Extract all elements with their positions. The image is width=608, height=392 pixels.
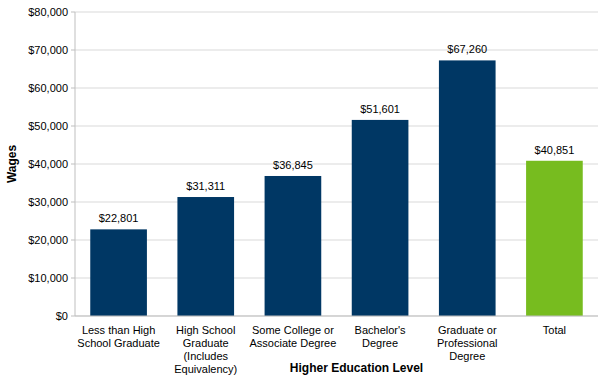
x-tick-label-line: Graduate [183, 337, 229, 349]
grid [75, 12, 598, 316]
x-tick-label: Some College orAssociate Degree [250, 324, 337, 349]
y-tick-label: $60,000 [28, 82, 68, 94]
grid-line [75, 88, 598, 89]
bar [177, 197, 234, 316]
y-tick-label: $20,000 [28, 234, 68, 246]
y-tick [71, 240, 75, 241]
bar [526, 161, 583, 316]
grid-line [75, 164, 598, 165]
x-tick-label-line: Professional [437, 337, 498, 349]
x-axis: Less than HighSchool Graduate High School… [77, 324, 566, 375]
y-tick [71, 50, 75, 51]
y-axis: $0 $10,000 $20,000 $30,000 $40,000 $50,000 $60… [28, 6, 75, 322]
data-labels: $22,801 $31,311 $36,845 $51,601 $67,260 $40,8… [99, 43, 575, 224]
data-label: $36,845 [273, 159, 313, 171]
bar [265, 176, 322, 316]
x-tick-label: Graduate orProfessionalDegree [437, 324, 498, 362]
page: {"chart_data": {"type": "bar", "x_label"… [0, 0, 608, 392]
grid-line [75, 50, 598, 51]
data-label: $51,601 [360, 103, 400, 115]
y-tick-label: $80,000 [28, 6, 68, 18]
x-tick-label-line: Equivalency) [174, 363, 237, 375]
y-axis-title: Wages [5, 145, 19, 184]
x-tick-label-line: Graduate or [438, 324, 497, 336]
data-label: $67,260 [447, 43, 487, 55]
x-tick-label: High SchoolGraduate(IncludesEquivalency) [174, 324, 237, 375]
bar [90, 229, 147, 316]
x-tick-label-line: School Graduate [77, 337, 160, 349]
x-tick-label-line: High School [176, 324, 235, 336]
data-label: $40,851 [535, 144, 575, 156]
x-tick-label-line: (Includes [183, 350, 228, 362]
x-tick-label-line: Less than High [82, 324, 155, 336]
y-tick [71, 278, 75, 279]
y-tick [71, 202, 75, 203]
y-tick [71, 316, 75, 317]
bars [90, 60, 582, 316]
y-tick-label: $70,000 [28, 44, 68, 56]
x-tick-label-line: Bachelor's [355, 324, 407, 336]
bar [352, 120, 409, 316]
y-tick-label: $50,000 [28, 120, 68, 132]
data-label: $22,801 [99, 212, 139, 224]
grid-line [75, 240, 598, 241]
chart: $0 $10,000 $20,000 $30,000 $40,000 $50,000 $60… [0, 0, 608, 392]
y-tick [71, 12, 75, 13]
x-tick-label: Less than HighSchool Graduate [77, 324, 160, 349]
bar [439, 60, 496, 316]
x-tick-label: Bachelor'sDegree [355, 324, 407, 349]
y-tick-label: $0 [56, 310, 68, 322]
y-tick [71, 126, 75, 127]
data-label: $31,311 [186, 180, 225, 192]
x-tick-label-line: Some College or [252, 324, 334, 336]
x-tick-label-line: Associate Degree [250, 337, 337, 349]
grid-line [75, 316, 598, 317]
y-tick-label: $30,000 [28, 196, 68, 208]
x-tick-label-line: Total [543, 324, 566, 336]
grid-line [75, 12, 598, 13]
y-tick-label: $10,000 [28, 272, 68, 284]
x-tick-label-line: Degree [362, 337, 398, 349]
grid-line [75, 202, 598, 203]
x-axis-title: Higher Education Level [290, 361, 423, 375]
y-axis-line [75, 12, 76, 316]
y-tick [71, 164, 75, 165]
grid-line [75, 126, 598, 127]
x-tick-label: Total [543, 324, 566, 336]
y-tick-label: $40,000 [28, 158, 68, 170]
y-tick [71, 88, 75, 89]
x-tick-label-line: Degree [449, 350, 485, 362]
grid-line [75, 278, 598, 279]
x-axis-line [75, 316, 598, 317]
